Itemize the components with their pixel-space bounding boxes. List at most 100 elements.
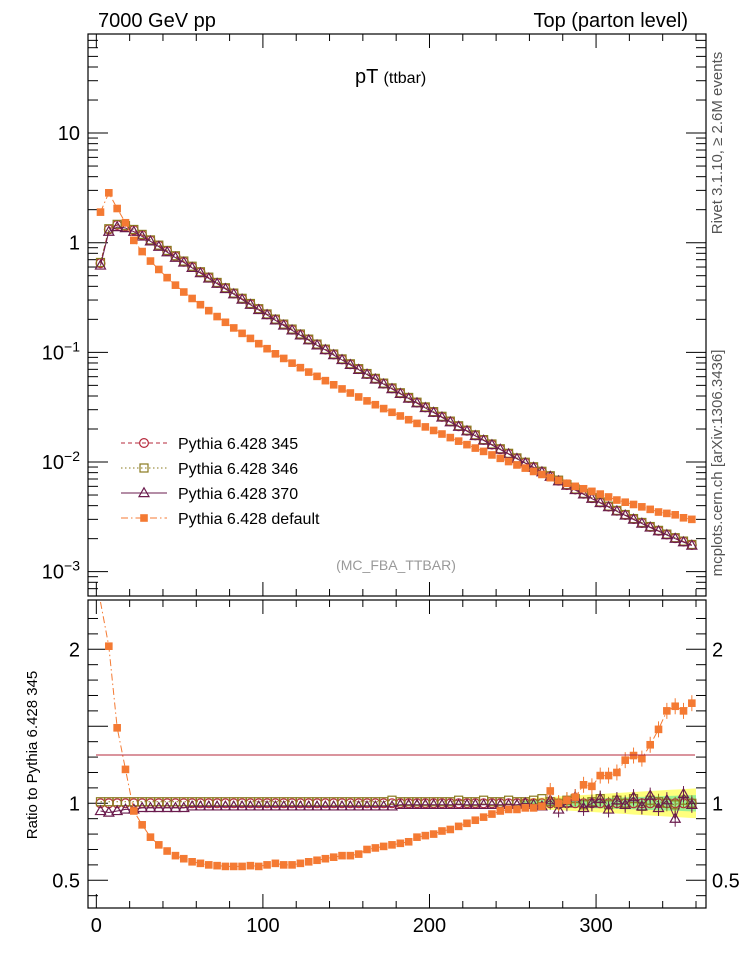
data-point [563,479,571,488]
main-frame [87,33,707,597]
data-point [671,511,679,519]
ratio-point [296,859,305,868]
data-point [144,234,157,246]
data-point [352,363,365,374]
data-point [121,218,130,227]
ratio-point [413,833,421,841]
ratio-tick-label-left: 1 [69,793,80,815]
ratio-point [438,827,446,835]
ratio-point [279,861,288,869]
data-point [171,281,180,289]
y-tick-label-base: 10 [42,562,64,584]
ratio-point [254,862,263,871]
ratio-point [105,642,113,650]
data-point [669,532,682,543]
chart-title: pT (ttbar) [355,66,426,88]
data-point [211,277,224,288]
ratio-point [169,801,182,813]
data-point [335,353,349,365]
ratio-point [627,790,640,802]
data-point [646,505,654,514]
ratio-point [677,787,690,799]
ratio-point [613,768,621,777]
ratio-point [554,799,563,808]
ratio-point [629,751,638,760]
ratio-y-label: Ratio to Pythia 6.428 345 [24,671,41,839]
y-tick-label: 10−1 [42,338,80,364]
data-point [477,434,490,445]
ratio-point [496,807,505,815]
data-point [169,251,182,262]
ratio-point [346,851,355,860]
ratio-point [585,796,598,808]
ratio-point [229,862,238,871]
data-point [454,437,463,445]
data-point [469,429,482,441]
ratio-point [204,861,213,869]
ratio-point [596,771,605,780]
ratio-point [388,841,396,849]
y-tick-label: 10−3 [42,558,80,584]
ratio-point [304,858,313,866]
ratio-point [119,803,132,814]
data-point [227,287,240,299]
ratio-point [446,825,455,834]
data-point [360,368,374,379]
ratio-point [171,851,180,860]
ratio-point [360,799,374,811]
y-tick-label-exp: −2 [64,448,80,464]
ratio-point [654,725,663,734]
ratio-point [271,859,280,868]
data-point [513,461,521,469]
data-point [613,496,621,504]
data-point [296,363,305,372]
ratio-point [454,822,463,831]
data-point [435,411,449,422]
ratio-point [321,854,330,863]
ratio-point [352,799,365,811]
data-point [113,204,121,213]
ratio-point [113,724,121,732]
ratio-frame [87,599,707,909]
y-tick-label: 10 [58,123,80,145]
ratio-point [504,805,513,814]
data-point [394,387,407,398]
data-point [585,492,598,503]
data-point [194,266,207,278]
data-point [494,443,507,454]
ratio-point [329,853,338,861]
ratio-point [213,861,221,870]
ratio-point [670,800,680,810]
data-point [238,329,246,338]
ratio-point [211,799,224,811]
ratio-point [685,798,698,810]
data-point [479,447,488,456]
ratio-point [371,844,380,852]
ratio-line [100,792,693,821]
ratio-point [236,799,249,811]
ratio-point [286,799,299,811]
x-tick-labels: 0 100 200 300 [91,915,613,937]
data-point [186,261,199,273]
data-point [460,424,473,436]
data-point [319,343,332,355]
data-point [438,430,446,438]
ratio-tick-label-right: 0.5 [712,870,740,892]
ratio-point [154,841,163,849]
ratio-point [513,805,521,814]
data-point [363,397,371,405]
data-point [344,358,357,370]
data-point [163,273,171,282]
data-point [627,513,640,524]
ratio-point [602,803,615,814]
ratio-point [130,807,138,815]
ratio-point [263,861,271,869]
data-point [229,324,238,332]
ratio-point [377,799,390,811]
ratio-point [179,854,188,863]
data-point [602,500,615,512]
ratio-point [177,801,190,813]
data-point [579,484,588,493]
ratio-point [221,862,230,871]
ratio-point [571,793,580,801]
